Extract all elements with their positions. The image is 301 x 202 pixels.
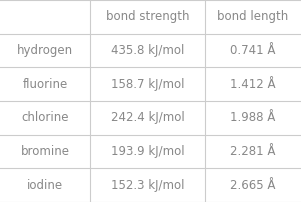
Text: bond strength: bond strength [106,10,189,23]
Text: 2.281 Å: 2.281 Å [230,145,276,158]
Text: 1.412 Å: 1.412 Å [230,78,276,91]
Text: bond length: bond length [217,10,288,23]
Text: bromine: bromine [21,145,70,158]
Text: hydrogen: hydrogen [17,44,73,57]
Text: 2.665 Å: 2.665 Å [230,179,276,192]
Text: 158.7 kJ/mol: 158.7 kJ/mol [111,78,184,91]
Text: 152.3 kJ/mol: 152.3 kJ/mol [111,179,184,192]
Text: iodine: iodine [27,179,63,192]
Text: 242.4 kJ/mol: 242.4 kJ/mol [110,111,185,124]
Text: fluorine: fluorine [23,78,68,91]
Text: 0.741 Å: 0.741 Å [230,44,276,57]
Text: 1.988 Å: 1.988 Å [230,111,275,124]
Text: chlorine: chlorine [21,111,69,124]
Text: 193.9 kJ/mol: 193.9 kJ/mol [111,145,184,158]
Text: 435.8 kJ/mol: 435.8 kJ/mol [111,44,184,57]
